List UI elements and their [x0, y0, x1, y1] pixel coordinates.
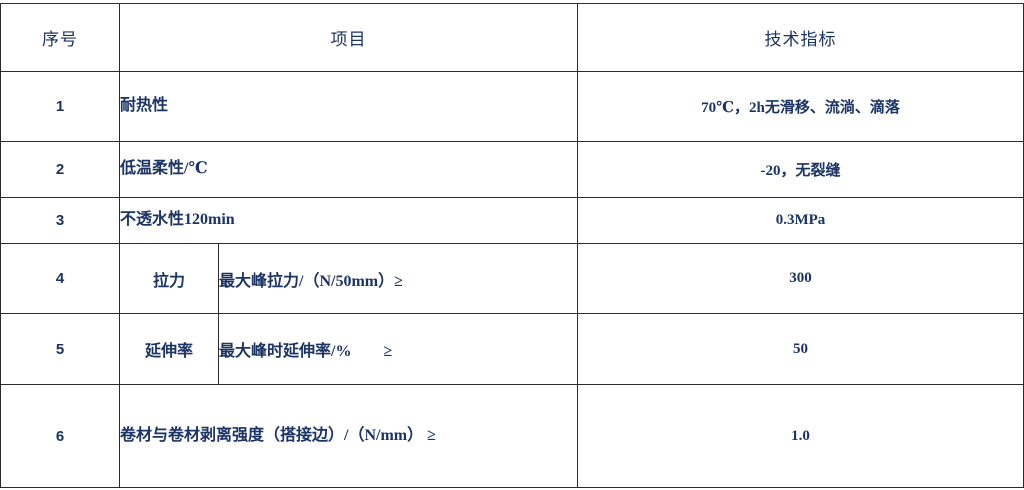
row-spec-value: 50: [577, 313, 1024, 385]
row-item-name: 不透水性120min: [119, 197, 578, 244]
table-row: 5 延伸率 最大峰时延伸率/% ≥ 50: [0, 313, 1024, 385]
header-cell-technical-index: 技术指标: [577, 3, 1024, 72]
row-serial-number: 4: [0, 243, 120, 314]
header-cell-serial-number: 序号: [0, 3, 120, 72]
row-spec-value: -20，无裂缝: [577, 141, 1024, 198]
table-header-row: 序号 项目 技术指标: [0, 3, 1024, 72]
table-row: 4 拉力 最大峰拉力/（N/50mm）≥ 300: [0, 243, 1024, 314]
row-serial-number: 5: [0, 313, 120, 385]
row-serial-number: 3: [0, 197, 120, 244]
table-row: 2 低温柔性/℃ -20，无裂缝: [0, 141, 1024, 198]
row-item-detail: 最大峰拉力/（N/50mm）≥: [218, 243, 578, 314]
row-item-detail: 最大峰时延伸率/% ≥: [218, 313, 578, 385]
table-row: 1 耐热性 70℃，2h无滑移、流淌、滴落: [0, 71, 1024, 142]
table-row: 3 不透水性120min 0.3MPa: [0, 197, 1024, 244]
row-spec-value: 0.3MPa: [577, 197, 1024, 244]
header-cell-item: 项目: [119, 3, 578, 72]
row-item-name-text: 卷材与卷材剥离强度（搭接边）/（N/mm） ≥: [120, 427, 436, 444]
row-spec-value: 1.0: [577, 384, 1024, 488]
row-item-name: 低温柔性/℃: [119, 141, 578, 198]
row-spec-value: 70℃，2h无滑移、流淌、滴落: [577, 71, 1024, 142]
row-item-name: 卷材与卷材剥离强度（搭接边）/（N/mm） ≥: [119, 384, 578, 488]
row-serial-number: 6: [0, 384, 120, 488]
row-serial-number: 2: [0, 141, 120, 198]
row-item-name: 耐热性: [119, 71, 578, 142]
table-row: 6 卷材与卷材剥离强度（搭接边）/（N/mm） ≥ 1.0: [0, 384, 1024, 488]
row-spec-value: 300: [577, 243, 1024, 314]
row-item-group-label: 拉力: [119, 243, 219, 314]
row-serial-number: 1: [0, 71, 120, 142]
row-item-group-label: 延伸率: [119, 313, 219, 385]
technical-spec-table: 序号 项目 技术指标 1 耐热性 70℃，2h无滑移、流淌、滴落 2 低温柔性/…: [0, 3, 1024, 488]
